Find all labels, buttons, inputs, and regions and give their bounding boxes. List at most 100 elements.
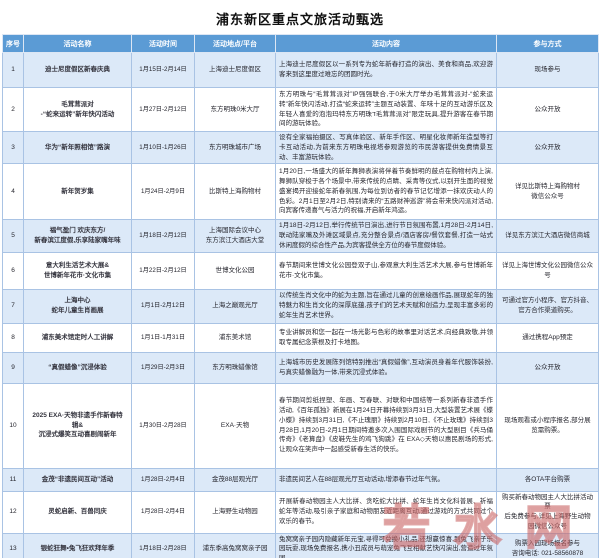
cell-activity-content: 设有全家福拍摄区、写真体验区、新年手作区、明星化妆师新年造型等打卡互动活动,为前… [275,130,497,165]
column-header-5: 参与方式 [496,34,599,53]
table-row: 7 上海中心 蛇年儿童生肖画展 1月1日-2月12日 上海之巅观光厅 以传统生肖文化中的… [2,288,599,324]
table-row: 5 福气盈门 欢庆东方/ 新春滨江度假,乐享陆家嘴年味 1月18日-2月12日 上海国… [2,219,599,253]
table-body: 1 迪士尼度假区新春庆典 1月15日-2月14日 上海迪士尼度假区 上海迪士尼度假区以一… [2,52,599,558]
cell-participation-method: 公众开放 [496,87,599,132]
table-row: 4 新年贺岁集 1月24日-2月9日 比斯特上海购物村 1月20日,一场盛大的新年舞狮表… [2,163,599,221]
cell-activity-name: 迪士尼度假区新春庆典 [23,52,132,88]
cell-index: 8 [2,322,24,353]
cell-activity-time: 1月1日-2月12日 [131,288,195,324]
cell-activity-venue: 东方明珠蜡像馆 [194,351,276,384]
cell-activity-venue: 比斯特上海购物村 [194,163,276,221]
cell-activity-venue: 世博文化公园 [194,251,276,290]
cell-activity-venue: 上海国际会议中心 东方滨江大酒店大堂 [194,219,276,253]
cell-activity-content: 开展新春动物园主人大比拼、贪吃蛇大比拼、蛇年生肖文化科普展、祈福蛇年等活动,吸引… [275,490,497,534]
cell-activity-time: 1月28日-2月4日 [131,467,195,492]
cell-index: 4 [2,163,24,221]
cell-activity-time: 1月22日-2月12日 [131,251,195,290]
cell-activity-time: 1月18日-2月12日 [131,219,195,253]
cell-participation-method: 各OTA平台购票 [496,467,599,492]
cell-activity-time: 1月15日-2月14日 [131,52,195,88]
table-row: 2 毛茸茸派对 -“蛇来运转”新年快闪活动 1月27日-2月12日 东方明珠0米大厅东… [2,87,599,132]
cell-participation-method: 详见比斯特上海购物村 微信公众号 [496,163,599,221]
cell-activity-venue: 上海之巅观光厅 [194,288,276,324]
cell-activity-content: 以传统生肖文化中的蛇为主题,旨在通过儿童的创意绘画作品,展现蛇年的独特魅力和生肖… [275,288,497,324]
cell-activity-content: 非遗民间艺人在88层观光厅互动话动,增添春节过年气氛。 [275,467,497,492]
cell-index: 12 [2,490,24,534]
cell-activity-name: 2025 EXA·天物非遗手作新春特 辑& 沉浸式爆笑互动喜剧闹新年 [23,382,132,469]
cell-activity-content: 兔窝窝亲子园内隐藏新年元宝,寻得可兑换小礼品,还想赢惊喜,到兔飞亲子乐园玩耍,现… [275,532,497,558]
cell-participation-method: 详见上海世博文化公园微信公众 号 [496,251,599,290]
cell-participation-method: 现场参与 [496,52,599,88]
cell-participation-method: 公众开放 [496,130,599,165]
cell-index: 6 [2,251,24,290]
cell-activity-name: 毛茸茸派对 -“蛇来运转”新年快闪活动 [23,87,132,132]
table-row: 6 意大利生活艺术大展& 世博新年花市·文化市集 1月22日-2月12日 世博文化公园… [2,251,599,290]
cell-index: 3 [2,130,24,165]
cell-activity-content: 春节期间来世博文化公园登双子山,参观意大利生活艺术大展,参与世博新年花市·文化市… [275,251,497,290]
cell-participation-method: 购票入园现场报名参与 咨询电话: 021-58560878 [496,532,599,558]
cell-activity-content: 1月20日,一场盛大的新年舞狮表演将伴着节奏鲜明的鼓点在购物村内上演,舞狮队穿梭… [275,163,497,221]
cell-participation-method: 可通过官方小程序、官方抖音、 官方合作渠道购买。 [496,288,599,324]
column-header-2: 活动时间 [131,34,195,53]
cell-participation-method: 现场观看或小程序报名,部分展 览需购票。 [496,382,599,469]
table-row: 10 2025 EXA·天物非遗手作新春特 辑& 沉浸式爆笑互动喜剧闹新年 1月30… [2,382,599,469]
activities-table: 序号 活动名称 活动时间 活动地点/平台 活动内容 参与方式 1 迪士尼度假区新春庆典 1月1… [2,34,599,558]
cell-activity-name: 福气盈门 欢庆东方/ 新春滨江度假,乐享陆家嘴年味 [23,219,132,253]
cell-participation-method: 通过携程App预定 [496,322,599,353]
cell-participation-method: 公众开放 [496,351,599,384]
table-row: 11 金茂“非遗民间互动”活动 1月28日-2月4日 金茂88层观光厅 非遗民间艺人在8… [2,467,599,492]
cell-activity-venue: EXA·天物 [194,382,276,469]
cell-activity-name: 金茂“非遗民间互动”活动 [23,467,132,492]
cell-activity-venue: 浦东季高兔窝窝亲子园 [194,532,276,558]
table-header-row: 序号 活动名称 活动时间 活动地点/平台 活动内容 参与方式 [2,34,599,53]
cell-index: 13 [2,532,24,558]
table-row: 12 灵蛇启新、百兽同庆 1月28日-2月4日 上海野生动物园 开展新春动物园主人大比拼… [2,490,599,534]
cell-participation-method: 购买新春动物园主人大比拼活动票 后免费参与,详见上海野生动物 园微信公众号 [496,490,599,534]
cell-activity-name: 银蛇狂舞•兔飞狂欢拜年季 [23,532,132,558]
table-row: 3 华为“新年照相馆”路演 1月10日-1月26日 东方明珠城市广场 设有全家福拍摄区、… [2,130,599,165]
cell-index: 2 [2,87,24,132]
table-row: 1 迪士尼度假区新春庆典 1月15日-2月14日 上海迪士尼度假区 上海迪士尼度假区以一… [2,52,599,88]
cell-activity-name: 华为“新年照相馆”路演 [23,130,132,165]
cell-activity-time: 1月30日-2月28日 [131,382,195,469]
cell-index: 11 [2,467,24,492]
cell-index: 5 [2,219,24,253]
cell-activity-content: 上海迪士尼度假区以一系列专为蛇年新春打造的演出、美食和商品,欢迎游客来到这里度过… [275,52,497,88]
cell-activity-time: 1月28日-2月4日 [131,490,195,534]
cell-activity-name: 灵蛇启新、百兽同庆 [23,490,132,534]
cell-activity-time: 1月18日-2月28日 [131,532,195,558]
table-row: 9 “真假蜡像”沉浸体验 1月29日-2月3日 东方明珠蜡像馆 上海城市历史发展陈列馆特… [2,351,599,384]
cell-activity-venue: 金茂88层观光厅 [194,467,276,492]
cell-activity-name: 意大利生活艺术大展& 世博新年花市·文化市集 [23,251,132,290]
cell-index: 1 [2,52,24,88]
cell-activity-venue: 上海迪士尼度假区 [194,52,276,88]
cell-index: 7 [2,288,24,324]
cell-activity-time: 1月1日-1月31日 [131,322,195,353]
cell-activity-name: 新年贺岁集 [23,163,132,221]
cell-activity-content: 春节期间剪纸捏塑、年画、写春联、对联和中国结等一系列新春非遗手作活动,《百年孤独… [275,382,497,469]
table-row: 13 银蛇狂舞•兔飞狂欢拜年季 1月18日-2月28日 浦东季高兔窝窝亲子园 兔窝窝亲子… [2,532,599,558]
page-title: 浦东新区重点文旅活动甄选 [215,12,384,27]
cell-activity-venue: 东方明珠城市广场 [194,130,276,165]
table-row: 8 浦东美术馆定时人工讲解 1月1日-1月31日 浦东美术馆 专业讲解员和您一起在一场光… [2,322,599,353]
cell-activity-content: 上海城市历史发展陈列馆特别推出“真假蜡像”,互动演员身着年代服饰装扮,与真实蜡像… [275,351,497,384]
column-header-0: 序号 [2,34,24,53]
cell-activity-name: “真假蜡像”沉浸体验 [23,351,132,384]
cell-activity-time: 1月24日-2月9日 [131,163,195,221]
cell-participation-method: 详见东方滨江大酒店微信商城 [496,219,599,253]
cell-index: 9 [2,351,24,384]
cell-activity-venue: 浦东美术馆 [194,322,276,353]
cell-activity-time: 1月10日-1月26日 [131,130,195,165]
table-header: 序号 活动名称 活动时间 活动地点/平台 活动内容 参与方式 [2,34,599,53]
cell-index: 10 [2,382,24,469]
cell-activity-name: 上海中心 蛇年儿童生肖画展 [23,288,132,324]
column-header-1: 活动名称 [23,34,132,53]
cell-activity-venue: 东方明珠0米大厅 [194,87,276,132]
cell-activity-venue: 上海野生动物园 [194,490,276,534]
cell-activity-content: 专业讲解员和您一起在一场光影与色彩的故事里对话艺术,向经典致敬,并领取专属纪念票… [275,322,497,353]
cell-activity-time: 1月29日-2月3日 [131,351,195,384]
cell-activity-name: 浦东美术馆定时人工讲解 [23,322,132,353]
cell-activity-content: 东方明珠与“毛茸茸派对”IP强强联合,于0米大厅举办毛茸茸派对-“蛇来运转”新年… [275,87,497,132]
column-header-3: 活动地点/平台 [194,34,276,53]
